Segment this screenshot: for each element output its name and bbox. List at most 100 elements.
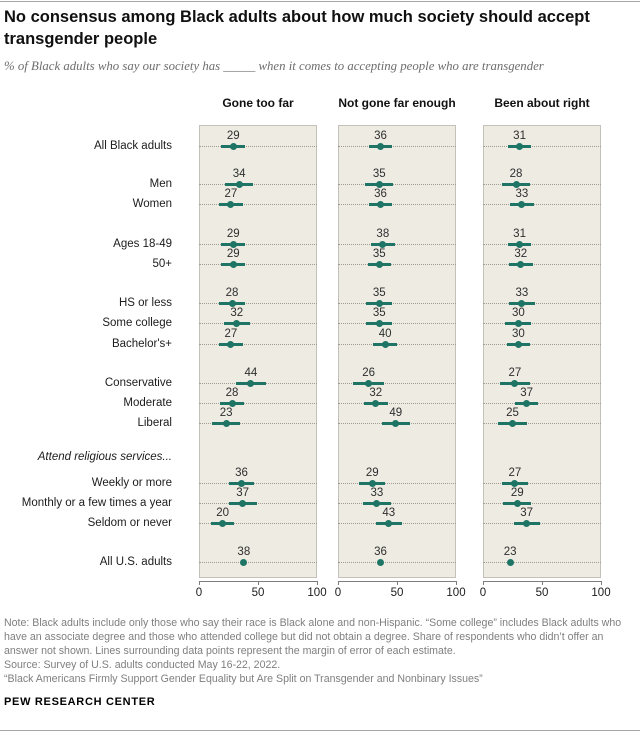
value-label: 23 <box>219 407 233 419</box>
row-label: Seldom or never <box>87 517 172 529</box>
value-label: 38 <box>237 546 251 558</box>
data-point-dot <box>514 320 522 327</box>
value-label: 49 <box>389 407 403 419</box>
note-text: Note: Black adults include only those wh… <box>4 617 622 658</box>
row-gridline <box>199 402 317 404</box>
data-point-dot <box>229 241 237 248</box>
row-label: Women <box>132 197 172 210</box>
data-point-dot <box>229 143 237 150</box>
dot-plot-chart: All Black adults 29 36 31 Men 34 35 28 Women 27 36… <box>0 125 640 605</box>
x-axis-tick-label: 0 <box>334 587 342 599</box>
row-gridline <box>338 184 456 185</box>
value-label: 32 <box>514 247 528 260</box>
data-point-dot <box>228 399 236 407</box>
value-label: 33 <box>370 487 384 499</box>
data-point-dot <box>222 420 230 427</box>
row-label: Some college <box>102 317 172 329</box>
row-gridline <box>338 503 456 504</box>
data-point-dot <box>375 320 383 327</box>
row-label: All Black adults <box>94 140 172 152</box>
data-point-dot <box>227 200 235 208</box>
value-label: 26 <box>362 367 376 379</box>
value-label: 28 <box>225 386 239 399</box>
row-label: Bachelor's+ <box>111 338 172 350</box>
row-gridline <box>483 503 601 504</box>
x-axis-tick-label: 50 <box>390 587 404 599</box>
report-title-text: “Black Americans Firmly Support Gender E… <box>4 673 483 686</box>
data-point-dot <box>235 181 243 188</box>
row-label: Men <box>149 178 172 190</box>
value-label: 27 <box>224 328 238 340</box>
value-label: 34 <box>232 168 246 180</box>
column-header-been-about-right: Been about right <box>494 96 590 110</box>
row-label: Weekly or more <box>91 477 172 489</box>
row-gridline <box>199 263 317 265</box>
value-label: 37 <box>520 507 534 519</box>
source-text: Source: Survey of U.S. adults conducted … <box>4 659 281 672</box>
row-gridline <box>199 503 317 504</box>
row-gridline <box>199 244 317 245</box>
data-point-dot <box>373 500 381 507</box>
data-point-dot <box>506 559 514 566</box>
value-label: 33 <box>515 187 529 200</box>
column-header-gone-too-far: Gone too far <box>222 96 294 110</box>
row-gridline <box>199 203 317 205</box>
x-axis-tick-label: 0 <box>479 587 487 599</box>
value-label: 29 <box>226 130 240 142</box>
value-label: 30 <box>511 328 525 340</box>
top-divider <box>0 1 640 2</box>
row-gridline <box>338 483 456 484</box>
row-label: 50+ <box>152 257 172 270</box>
value-label: 35 <box>372 307 386 319</box>
data-point-dot <box>247 380 255 387</box>
row-gridline <box>483 323 601 324</box>
value-label: 35 <box>372 247 386 260</box>
row-gridline <box>483 523 601 524</box>
row-gridline <box>199 483 317 484</box>
chart-title: No consensus among Black adults about ho… <box>4 8 590 48</box>
data-point-dot <box>219 520 227 527</box>
value-label: 37 <box>236 487 250 499</box>
data-point-dot <box>237 480 245 487</box>
x-axis-tick <box>338 581 339 585</box>
x-axis-tick-label: 100 <box>307 587 327 599</box>
value-label: 38 <box>376 228 390 240</box>
x-axis-tick <box>258 581 259 585</box>
data-point-dot <box>375 260 383 268</box>
value-label: 36 <box>374 130 387 142</box>
value-label: 35 <box>372 168 386 180</box>
data-point-dot <box>517 260 525 268</box>
data-point-dot <box>375 300 383 307</box>
value-label: 29 <box>226 247 240 260</box>
value-label: 36 <box>374 187 387 200</box>
data-point-dot <box>375 181 383 188</box>
value-label: 25 <box>506 407 519 419</box>
row-gridline <box>483 263 601 265</box>
x-axis-tick-label: 0 <box>195 587 203 599</box>
data-point-dot <box>509 420 516 427</box>
row-gridline <box>199 184 317 185</box>
row-label: Conservative <box>104 377 172 389</box>
row-gridline <box>483 146 601 147</box>
row-gridline <box>338 146 456 147</box>
data-point-dot <box>516 143 524 150</box>
data-point-dot <box>239 500 247 507</box>
x-axis-tick-label: 50 <box>251 587 265 599</box>
value-label: 29 <box>510 487 524 499</box>
row-gridline <box>483 562 601 563</box>
row-gridline <box>199 562 317 563</box>
data-point-dot <box>518 300 526 307</box>
value-label: 36 <box>374 546 387 558</box>
value-label: 27 <box>508 467 522 479</box>
row-label: HS or less <box>118 297 172 309</box>
value-label: 36 <box>235 467 248 479</box>
data-point-dot <box>227 341 235 348</box>
row-gridline <box>199 303 317 304</box>
data-point-dot <box>513 500 521 507</box>
row-gridline <box>338 244 456 245</box>
data-point-dot <box>376 200 384 208</box>
x-axis-tick-label: 100 <box>591 587 611 599</box>
value-label: 28 <box>509 168 523 180</box>
row-gridline <box>483 303 601 304</box>
value-label: 43 <box>382 507 396 519</box>
